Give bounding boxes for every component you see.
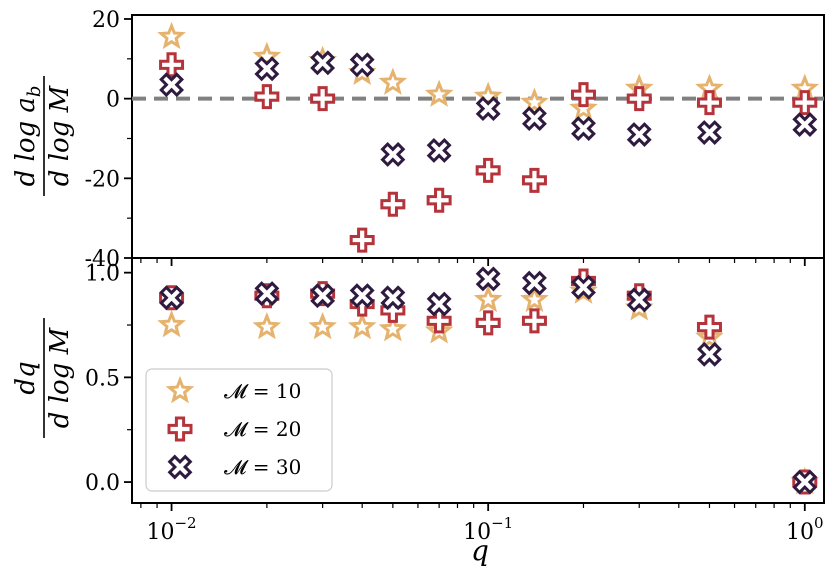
x-axis-label: q	[471, 534, 489, 567]
top-plus-point	[570, 82, 596, 108]
bottom-ylabel-numerator: dq	[11, 361, 41, 394]
bottom-star-point	[378, 314, 408, 342]
bottom-x-point	[254, 281, 280, 307]
bottom-x-point	[349, 283, 375, 309]
top-ylabel-denominator: d log M	[45, 84, 75, 186]
x-tick-label: 10−1	[463, 514, 513, 545]
legend-label: 𝓜 = 20	[224, 417, 301, 441]
top-ylabel-numerator: d log ab	[11, 86, 45, 187]
bottom-star-point	[473, 284, 503, 313]
top-plus-point	[696, 90, 722, 116]
y-tick-label: 1.0	[85, 262, 120, 287]
bottom-series	[157, 266, 820, 495]
top-plus-point	[254, 84, 280, 110]
top-plus-point	[380, 191, 406, 217]
legend-items: 𝓜 = 10 𝓜 = 20 𝓜 = 30	[165, 375, 301, 480]
top-plus-point	[521, 167, 547, 193]
bottom-star-point	[347, 312, 377, 340]
top-y-axis: 20 0 -20 -40	[85, 8, 132, 272]
legend-plus-marker	[167, 416, 193, 442]
bottom-x-point	[310, 283, 336, 309]
top-x-ticks	[140, 258, 806, 266]
bottom-plus-point	[426, 308, 452, 334]
legend-x-marker	[167, 454, 193, 480]
top-plus-point	[626, 86, 652, 112]
bottom-ylabel-denominator: d log M	[45, 326, 75, 428]
top-star-point	[157, 21, 186, 50]
top-x-point	[426, 137, 452, 163]
bottom-plus-point	[696, 314, 722, 340]
top-plus-point	[792, 90, 818, 116]
y-tick-label: 0.0	[85, 471, 120, 496]
top-star-point	[569, 93, 598, 121]
top-plus-point	[310, 86, 336, 112]
bottom-x-point	[475, 266, 501, 292]
top-plus-point	[349, 227, 375, 253]
top-x-point	[521, 106, 547, 132]
y-tick-label: -40	[85, 247, 120, 272]
bottom-plot-frame	[131, 257, 825, 504]
top-x-point	[380, 141, 406, 167]
top-x-point	[310, 50, 336, 76]
bottom-x-point	[697, 341, 722, 367]
top-star-point	[520, 87, 549, 115]
top-plus-point	[426, 187, 452, 213]
bottom-x-point	[626, 287, 652, 313]
y-tick-label: 20	[92, 8, 120, 33]
top-x-point	[792, 112, 818, 137]
bottom-star-point	[520, 284, 549, 313]
x-tick-label: 10−2	[146, 514, 196, 545]
legend-box	[145, 368, 333, 492]
x-tick-label: 100	[786, 514, 824, 545]
top-x-point	[159, 72, 185, 98]
bottom-x-point	[426, 291, 452, 317]
top-x-point	[475, 96, 501, 122]
top-x-point	[254, 56, 280, 82]
bottom-panel: 1.0 0.5 0.0 10−2 10−1 100 dq d log M q	[11, 257, 825, 567]
legend: 𝓜 = 10 𝓜 = 20 𝓜 = 30	[145, 368, 333, 492]
legend-label: 𝓜 = 10	[224, 379, 301, 403]
bottom-x-point	[380, 285, 406, 311]
top-star-point	[378, 67, 408, 95]
y-tick-label: 0.5	[85, 366, 120, 391]
top-plus-point	[475, 157, 501, 183]
bottom-x-point	[521, 270, 547, 296]
top-x-point	[571, 116, 596, 141]
bottom-y-axis: 1.0 0.5 0.0	[85, 262, 132, 496]
bottom-x-point	[792, 469, 818, 495]
top-x-point	[626, 122, 652, 147]
top-panel: 20 0 -20 -40 d log ab d log M	[11, 8, 825, 272]
bottom-star-point	[308, 312, 337, 340]
top-plus-point	[159, 52, 185, 78]
legend-label: 𝓜 = 30	[224, 455, 301, 479]
bottom-star-point	[157, 309, 186, 338]
y-tick-label: 0	[106, 88, 120, 113]
top-star-point	[424, 79, 454, 107]
bottom-plus-point	[475, 310, 501, 336]
top-x-point	[697, 120, 722, 145]
bottom-star-point	[252, 312, 282, 340]
top-x-point	[349, 52, 375, 78]
top-series	[157, 21, 820, 253]
legend-star-marker	[165, 375, 195, 404]
bottom-x-axis: 10−2 10−1 100	[140, 503, 824, 545]
bottom-x-point	[159, 285, 185, 311]
bottom-plus-point	[521, 308, 547, 334]
bottom-x-point	[571, 274, 596, 300]
y-tick-label: -20	[85, 167, 120, 192]
